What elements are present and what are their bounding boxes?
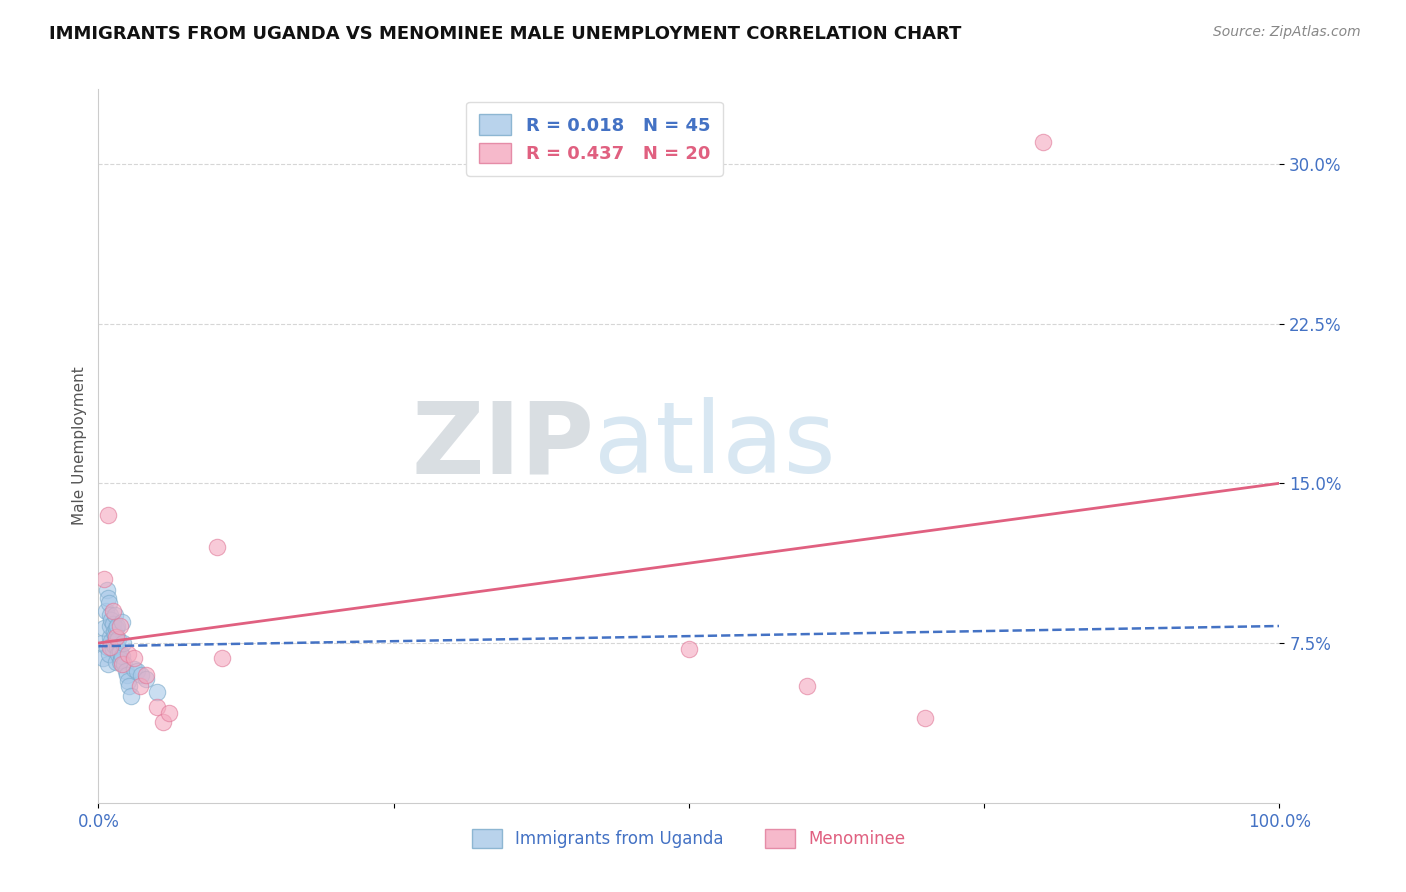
Point [103, 638, 125, 652]
Point [128, 679, 150, 693]
Point [914, 710, 936, 724]
Point [108, 644, 131, 658]
Point [157, 706, 180, 721]
Y-axis label: Male Unemployment: Male Unemployment [72, 367, 87, 525]
Point [211, 651, 233, 665]
Point [98, 647, 121, 661]
Point [111, 648, 134, 663]
Point [101, 604, 124, 618]
Point [96, 640, 118, 655]
Point [97, 657, 120, 672]
Point [94, 604, 117, 618]
Point [107, 632, 129, 646]
Point [111, 657, 134, 672]
Point [93, 572, 115, 586]
Point [107, 647, 129, 661]
Point [104, 627, 127, 641]
Point [105, 630, 128, 644]
Point [146, 700, 169, 714]
Point [112, 636, 135, 650]
Point [678, 642, 700, 657]
Point [135, 672, 157, 686]
Point [121, 690, 143, 704]
Point [122, 651, 145, 665]
Point [105, 621, 128, 635]
Point [101, 616, 124, 631]
Point [152, 714, 174, 729]
Point [100, 613, 122, 627]
Point [111, 615, 134, 629]
Legend: Immigrants from Uganda, Menominee: Immigrants from Uganda, Menominee [465, 822, 912, 855]
Point [105, 619, 128, 633]
Point [91, 651, 114, 665]
Point [96, 582, 118, 597]
Point [98, 640, 121, 655]
Point [122, 662, 145, 676]
Point [98, 630, 121, 644]
Point [117, 647, 139, 661]
Text: Source: ZipAtlas.com: Source: ZipAtlas.com [1213, 25, 1361, 39]
Point [118, 679, 141, 693]
Text: IMMIGRANTS FROM UGANDA VS MENOMINEE MALE UNEMPLOYMENT CORRELATION CHART: IMMIGRANTS FROM UGANDA VS MENOMINEE MALE… [49, 25, 962, 43]
Point [98, 608, 121, 623]
Point [108, 655, 131, 669]
Point [98, 596, 121, 610]
Point [97, 591, 120, 606]
Point [105, 655, 128, 669]
Point [796, 679, 818, 693]
Point [103, 625, 125, 640]
Point [105, 634, 128, 648]
Text: ZIP: ZIP [412, 398, 595, 494]
Point [114, 664, 136, 678]
Text: atlas: atlas [595, 398, 837, 494]
Point [115, 668, 138, 682]
Point [108, 619, 131, 633]
Point [98, 619, 121, 633]
Point [205, 540, 228, 554]
Point [101, 642, 124, 657]
Point [129, 668, 152, 682]
Point [146, 685, 169, 699]
Point [91, 636, 114, 650]
Point [1032, 136, 1054, 150]
Point [135, 668, 157, 682]
Point [93, 621, 115, 635]
Point [100, 634, 122, 648]
Point [97, 508, 120, 523]
Point [110, 653, 132, 667]
Point [117, 674, 139, 689]
Point [112, 657, 135, 672]
Point [104, 608, 127, 623]
Point [127, 664, 149, 678]
Point [105, 640, 128, 655]
